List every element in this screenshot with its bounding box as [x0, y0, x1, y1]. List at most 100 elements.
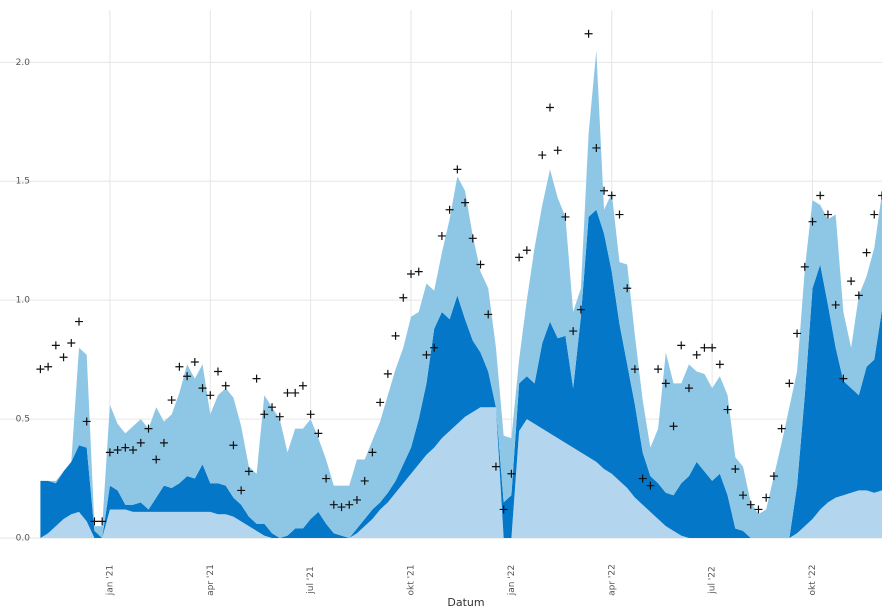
- marker: [121, 443, 130, 452]
- marker: [793, 329, 802, 338]
- marker: [839, 374, 848, 383]
- marker: [36, 365, 45, 374]
- y-tick-label: 0.5: [16, 415, 30, 425]
- marker: [654, 365, 663, 374]
- x-axis-title: Datum: [447, 596, 484, 608]
- marker: [630, 365, 639, 374]
- marker: [206, 391, 215, 400]
- marker: [669, 422, 678, 431]
- marker: [291, 388, 300, 397]
- marker: [129, 446, 138, 454]
- marker: [638, 474, 647, 483]
- marker: [584, 29, 593, 38]
- marker: [800, 262, 809, 271]
- marker: [136, 438, 145, 447]
- marker: [352, 495, 361, 504]
- marker: [592, 143, 601, 152]
- marker: [769, 472, 778, 481]
- marker: [831, 300, 840, 309]
- marker: [376, 398, 385, 407]
- marker: [561, 212, 570, 221]
- marker: [677, 341, 686, 350]
- marker: [175, 362, 184, 371]
- marker: [221, 381, 230, 390]
- marker: [105, 448, 114, 457]
- marker: [368, 448, 377, 457]
- marker: [777, 424, 786, 433]
- x-tick-label: jul '22: [708, 566, 718, 595]
- marker: [51, 341, 60, 350]
- marker: [468, 234, 477, 243]
- marker: [746, 500, 755, 509]
- marker: [159, 438, 168, 447]
- marker: [298, 381, 307, 390]
- marker: [453, 165, 462, 174]
- marker: [808, 217, 817, 226]
- y-tick-label: 0.0: [16, 534, 31, 544]
- marker: [337, 503, 346, 512]
- marker: [507, 469, 516, 478]
- areas: [40, 50, 882, 539]
- marker: [82, 417, 91, 426]
- marker: [190, 358, 199, 366]
- marker: [183, 372, 192, 381]
- marker: [545, 103, 554, 112]
- marker: [422, 350, 431, 359]
- x-tick-label: jan '22: [507, 565, 517, 597]
- marker: [144, 424, 153, 433]
- area: [40, 50, 882, 539]
- x-tick-label: jan '21: [105, 565, 115, 597]
- marker: [476, 260, 485, 269]
- marker: [785, 379, 794, 388]
- marker: [252, 374, 261, 383]
- marker: [306, 410, 315, 419]
- marker: [823, 210, 832, 219]
- marker: [391, 331, 400, 340]
- marker: [283, 388, 292, 397]
- marker: [816, 191, 825, 200]
- x-tick-label: apr '21: [206, 564, 216, 596]
- labels: 0.0 0.5 1.0 1.5 2.0 jan '21 apr '21 jul '21 okt …: [16, 58, 818, 596]
- marker: [708, 343, 717, 352]
- marker: [198, 384, 207, 393]
- marker: [862, 248, 871, 257]
- marker: [623, 284, 632, 293]
- marker: [268, 403, 277, 412]
- marker: [44, 362, 53, 371]
- markers: [36, 29, 882, 526]
- x-tick-label: apr '22: [607, 564, 617, 596]
- marker: [445, 205, 454, 214]
- marker: [484, 310, 493, 319]
- marker: [754, 505, 763, 514]
- marker: [600, 186, 609, 195]
- marker: [244, 467, 253, 476]
- marker: [329, 500, 338, 509]
- marker: [878, 191, 882, 200]
- marker: [538, 151, 547, 160]
- marker: [430, 343, 439, 352]
- marker: [90, 517, 99, 526]
- marker: [661, 379, 670, 388]
- marker: [553, 146, 562, 155]
- marker: [414, 267, 423, 276]
- marker: [522, 246, 531, 255]
- marker: [615, 210, 624, 219]
- marker: [870, 210, 879, 219]
- marker: [731, 465, 740, 474]
- marker: [59, 353, 68, 362]
- y-tick-label: 2.0: [16, 58, 31, 68]
- marker: [213, 367, 222, 376]
- marker: [113, 446, 122, 454]
- marker: [723, 405, 732, 414]
- marker: [692, 350, 701, 359]
- marker: [360, 476, 369, 485]
- y-tick-label: 1.0: [16, 296, 31, 306]
- marker: [499, 505, 508, 514]
- marker: [407, 270, 416, 278]
- marker: [314, 429, 323, 438]
- marker: [98, 517, 107, 526]
- marker: [345, 500, 354, 509]
- marker: [762, 493, 771, 502]
- marker: [715, 360, 724, 369]
